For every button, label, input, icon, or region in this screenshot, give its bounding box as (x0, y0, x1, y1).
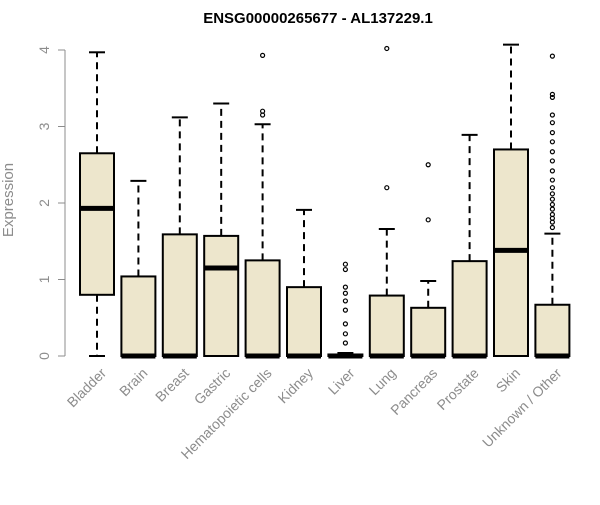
outlier-point (549, 185, 556, 191)
outlier-point (549, 201, 556, 208)
outlier-point (549, 53, 556, 59)
box-body (244, 259, 281, 357)
y-tick-label: 1 (36, 275, 52, 283)
box-group (368, 45, 405, 359)
box-group (534, 53, 571, 359)
outlier-point (549, 224, 556, 231)
plot-area (79, 43, 571, 359)
outlier-point (342, 307, 348, 313)
y-tick-label: 2 (36, 199, 52, 207)
outlier-point (342, 331, 348, 337)
outlier-point (425, 217, 431, 223)
box-body (286, 286, 322, 357)
box-group (120, 179, 157, 359)
outlier-point (549, 130, 556, 136)
outlier-point (384, 185, 390, 191)
outlier-point (260, 108, 266, 114)
outlier-point (384, 45, 390, 52)
box-group (410, 162, 447, 359)
y-axis: 0 1 2 3 4 (36, 46, 66, 360)
outlier-point (549, 149, 556, 155)
box-group (79, 51, 115, 357)
x-tick-label: Prostate (434, 365, 482, 413)
x-tick-label: Bladder (64, 365, 110, 411)
outlier-point (342, 321, 348, 327)
box-body (534, 303, 571, 357)
x-tick-label: Kidney (275, 365, 317, 407)
outlier-point (549, 120, 556, 126)
outlier-point (549, 94, 556, 101)
box-body (203, 234, 240, 358)
y-tick-label: 4 (36, 46, 52, 54)
outlier-point (342, 298, 348, 304)
x-tick-label: Unknown / Other (479, 365, 565, 451)
box-body (451, 260, 488, 358)
box-group (451, 133, 488, 359)
box-group (161, 116, 198, 359)
x-tick-label: Skin (493, 365, 524, 396)
outlier-point (549, 191, 556, 197)
outlier-point (549, 206, 556, 212)
outlier-point (549, 196, 556, 202)
outlier-point (549, 158, 556, 164)
chart-title: ENSG00000265677 - AL137229.1 (203, 10, 433, 27)
outlier-point (260, 52, 266, 58)
outlier-point (549, 112, 556, 118)
x-tick-label: Liver (325, 365, 358, 398)
box-body (120, 275, 157, 357)
box-body (368, 294, 405, 358)
box-group (203, 102, 240, 358)
outlier-point (342, 261, 348, 267)
outlier-point (425, 162, 431, 168)
outlier-point (549, 168, 556, 174)
x-tick-label: Lung (366, 365, 399, 398)
y-tick-label: 3 (36, 122, 52, 130)
box-group (244, 52, 281, 359)
x-tick-label: Breast (152, 365, 192, 405)
box-body (161, 233, 198, 358)
outlier-point (549, 211, 556, 218)
outlier-point (342, 284, 348, 290)
x-tick-label: Brain (116, 365, 150, 399)
box-body (79, 152, 115, 296)
box-body (410, 306, 447, 357)
box-group (493, 43, 529, 357)
box-group (286, 208, 322, 359)
outlier-point (342, 290, 348, 296)
outlier-point (549, 91, 556, 97)
outlier-point (549, 139, 556, 145)
y-axis-label: Expression (0, 163, 17, 237)
outlier-point (549, 177, 556, 183)
outlier-point (342, 340, 348, 346)
outlier-point (342, 266, 348, 273)
y-tick-label: 0 (36, 352, 52, 360)
box-group (327, 261, 364, 359)
